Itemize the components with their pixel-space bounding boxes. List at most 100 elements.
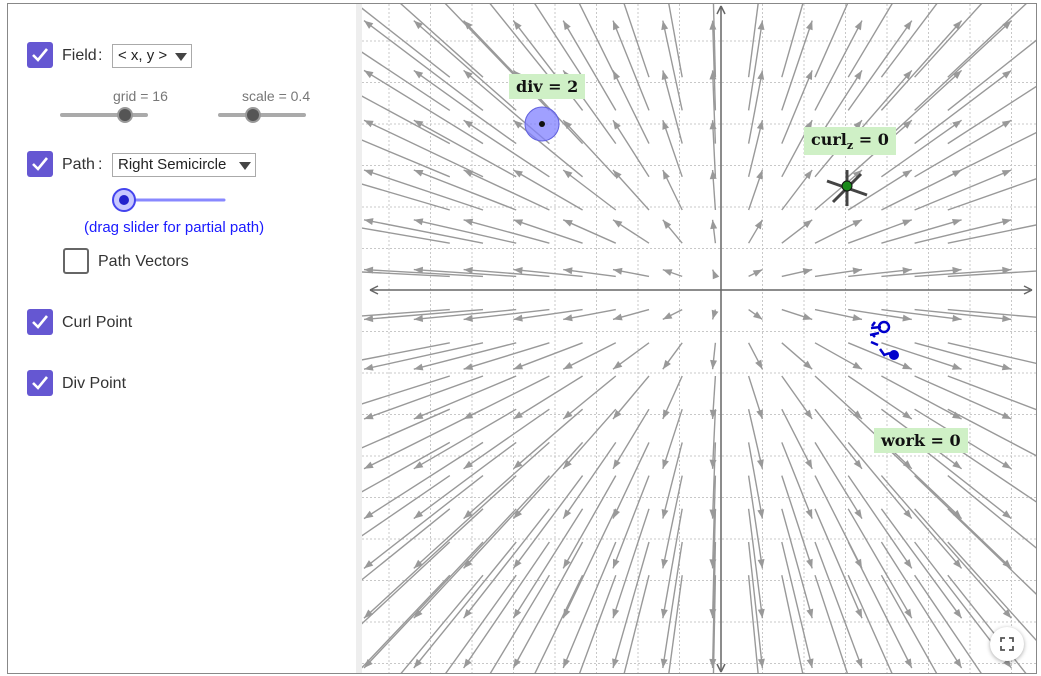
field-vector (463, 308, 550, 322)
field-vector (947, 508, 1036, 595)
field-vector (562, 219, 617, 244)
path-point[interactable] (889, 350, 899, 360)
field-vector (947, 342, 1036, 365)
grid-slider-label: grid = 16 (113, 88, 168, 104)
field-vector (781, 408, 813, 470)
field-vector (881, 218, 962, 244)
field-vector (660, 508, 683, 619)
field-vector (612, 219, 650, 244)
field-vector (747, 120, 764, 177)
field-vector (814, 342, 863, 370)
field-vector (880, 119, 963, 178)
field-vector (662, 268, 683, 278)
field-vector (947, 541, 1036, 642)
path-slider[interactable] (106, 186, 230, 214)
path-checkbox[interactable] (27, 151, 53, 177)
path-dropdown[interactable]: Right Semicircle (112, 153, 256, 177)
field-vector (612, 267, 650, 278)
field-vector (947, 39, 1036, 111)
field-vector (914, 375, 1012, 420)
field-vector (747, 508, 765, 619)
field-vector (512, 508, 584, 619)
field-vector (914, 69, 1012, 145)
field-vector (413, 342, 517, 371)
field-vector (747, 169, 764, 211)
curl-label: curlz = 0 (804, 127, 896, 156)
div-point-checkbox[interactable] (27, 370, 53, 396)
field-vector (914, 119, 1012, 178)
chevron-down-icon (239, 162, 251, 170)
field-vector (814, 4, 849, 78)
curl-point-checkbox[interactable] (27, 309, 53, 335)
field-vector (413, 308, 517, 323)
field-vector (914, 342, 1012, 371)
path-curve[interactable] (869, 320, 891, 357)
field-vector (463, 408, 550, 470)
field-vector (747, 442, 765, 519)
field-vector (489, 4, 550, 78)
field-vector (914, 475, 1012, 569)
field-vector (814, 267, 863, 278)
field-vector (661, 475, 683, 569)
field-vector (947, 475, 1036, 549)
vector-field-canvas[interactable] (362, 4, 1037, 674)
field-vector (661, 20, 683, 111)
field-vector (400, 4, 484, 78)
field-vector (363, 342, 484, 371)
field-vector (363, 541, 484, 669)
x-axis-left-arrow (369, 285, 379, 295)
field-vector (847, 219, 913, 244)
field-vector (562, 20, 617, 111)
field-dropdown[interactable]: < x, y > (112, 44, 192, 68)
vector-field (362, 4, 1036, 673)
field-vector (914, 308, 1012, 322)
field-vector (781, 508, 814, 619)
curl-point[interactable] (826, 170, 868, 206)
field-vector (914, 266, 1012, 278)
field-vector (413, 508, 517, 619)
field-vector (914, 20, 1012, 111)
field-vector (947, 441, 1036, 503)
field-vector (413, 375, 517, 420)
field-vector (709, 120, 717, 177)
curl-label-value: = 0 (853, 130, 889, 149)
panel-divider[interactable] (356, 4, 362, 673)
field-vector (709, 20, 717, 111)
field-vector (612, 308, 650, 321)
path-vectors-checkbox[interactable] (63, 248, 89, 274)
field-vector (781, 375, 813, 420)
field-vector (847, 4, 893, 78)
field-vector (781, 268, 813, 278)
field-vector (363, 69, 484, 145)
div-point[interactable] (524, 106, 560, 142)
field-vector (612, 475, 650, 569)
field-checkbox[interactable] (27, 42, 53, 68)
field-vector (612, 20, 650, 111)
field-vector (463, 475, 550, 569)
fullscreen-button[interactable] (990, 627, 1024, 661)
field-vector (362, 139, 451, 178)
field-vector (362, 508, 451, 581)
field-vector (880, 475, 963, 569)
field-vector (947, 308, 1036, 318)
field-vector (814, 375, 863, 420)
field-vector (463, 441, 550, 520)
field-vector (880, 441, 963, 520)
field-vector (489, 574, 550, 673)
grid-slider-handle[interactable] (117, 107, 133, 123)
field-vector (661, 442, 683, 519)
scale-slider[interactable] (216, 104, 308, 126)
field-vector (847, 508, 913, 619)
field-vector (781, 4, 804, 78)
field-vector (463, 119, 550, 178)
grid-slider[interactable] (58, 104, 150, 126)
graphics-view[interactable]: div = 2 curlz = 0 work = 0 (362, 4, 1037, 674)
field-vector (612, 119, 650, 178)
field-vector (781, 541, 814, 669)
field-vector (363, 169, 484, 211)
scale-slider-handle[interactable] (245, 107, 261, 123)
field-vector (947, 178, 1036, 211)
field-vector (445, 574, 517, 673)
field-vector (413, 20, 517, 111)
field-vector (709, 70, 717, 144)
